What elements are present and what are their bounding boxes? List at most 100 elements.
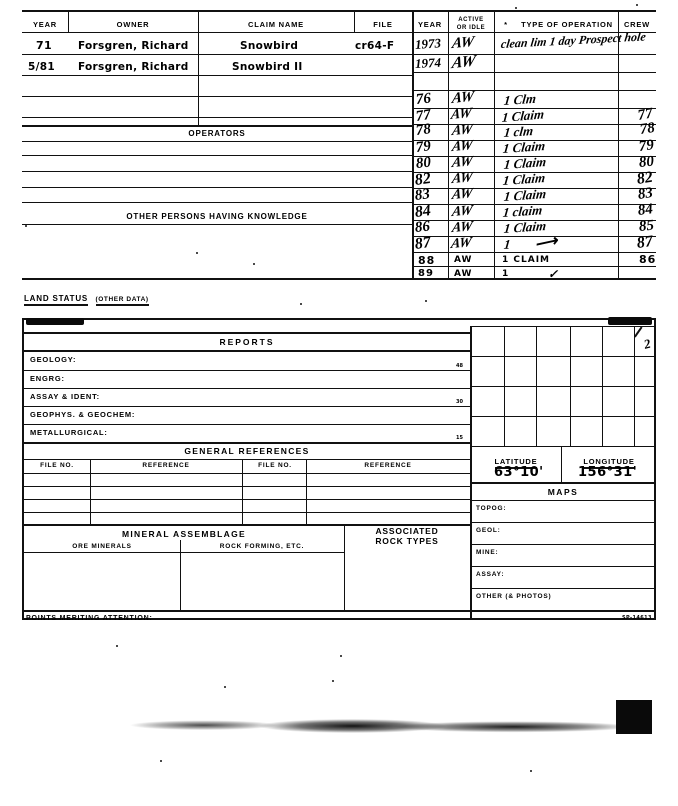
maps-title: MAPS — [547, 487, 579, 497]
longitude-label: LONGITUDE — [583, 457, 635, 469]
scan-speck — [196, 252, 198, 254]
report-row-label: ENGRG: — [30, 374, 65, 383]
reference-header-file-no: FILE NO. — [40, 462, 74, 469]
op-row-operation: 1 Claim — [501, 106, 545, 126]
map-row-label: MINE: — [476, 549, 499, 556]
lower-form-center-divider — [470, 326, 472, 618]
op-row-year: 89 — [418, 268, 434, 279]
section-land-status: LAND STATUS (OTHER DATA) — [24, 288, 149, 306]
map-row-label: GEOL: — [476, 527, 501, 534]
section-operators: OPERATORS — [188, 129, 246, 138]
op-row-crew: 87 — [635, 232, 654, 252]
check-mark-icon: ⟶ — [533, 232, 560, 254]
report-row-label: GEOLOGY: — [30, 355, 77, 364]
col-sep-active — [494, 10, 495, 278]
mineral-col-sep — [180, 540, 181, 610]
header-active-or-idle-line2: OR IDLE — [456, 25, 486, 31]
associated-rock-types-line2: ROCK TYPES — [375, 536, 439, 546]
header-operation-mark: * — [504, 20, 508, 29]
latitude-label-wrap: LATITUDE — [472, 451, 560, 469]
mineral-header-rock-forming: ROCK FORMING, ETC. — [219, 543, 305, 550]
op-row-year: 79 — [414, 138, 432, 156]
header-claim-name: CLAIM NAME — [248, 20, 304, 29]
ref-col-sep-2 — [242, 459, 243, 524]
scan-black-square — [616, 700, 652, 734]
location-grid-col — [504, 326, 505, 446]
mineral-header-ore-minerals: ORE MINERALS — [72, 543, 132, 550]
report-row-label: GEOPHYS. & GEOCHEM: — [30, 410, 136, 419]
op-row-active: AW — [451, 219, 474, 237]
col-sep-crew — [618, 10, 619, 278]
land-status-label: LAND STATUS — [24, 294, 89, 306]
form-code: SP-14613 — [622, 615, 652, 621]
mineral-assemblage-title: MINERAL ASSEMBLAGE — [122, 529, 246, 539]
op-row-active: AW — [450, 105, 473, 124]
map-row-label: OTHER (& PHOTOS) — [476, 593, 552, 600]
report-row-page: 15 — [456, 435, 463, 441]
claim-row-year: 5/81 — [28, 61, 55, 73]
op-row-operation: 1 Claim — [503, 217, 547, 237]
ref-col-sep-1 — [90, 459, 91, 524]
op-row-year: 1973 — [414, 35, 442, 52]
reports-title: REPORTS — [219, 337, 275, 347]
header-active-or-idle-line1: ACTIVE — [458, 17, 484, 23]
claim-row-claim-name: Snowbird II — [232, 61, 303, 73]
reference-header-reference: REFERENCE — [142, 462, 190, 469]
op-row-operation: 1 Claim — [502, 137, 546, 157]
upper-form: YEAR OWNER CLAIM NAME FILE YEAR ACTIVE O… — [22, 10, 657, 306]
header-type-of-operation: TYPE OF OPERATION — [521, 20, 613, 29]
scan-speck — [160, 760, 162, 762]
scan-speck — [636, 4, 638, 6]
claim-row-owner: Forsgren, Richard — [78, 61, 189, 73]
scan-artifact-blob — [26, 318, 84, 325]
op-row-operation: 1 clm — [503, 122, 534, 141]
op-row-operation: 1 Claim — [503, 153, 547, 173]
claim-row-file: cr64-F — [355, 40, 395, 52]
upper-form-center-divider — [412, 10, 414, 278]
map-row-label: ASSAY: — [476, 571, 505, 578]
header-op-year: YEAR — [417, 20, 443, 29]
op-row-operation: 1 claim — [502, 202, 544, 221]
latlon-sep — [561, 446, 562, 482]
scan-speck — [116, 645, 118, 647]
op-row-operation: clean lim 1 day Prospect hole — [500, 29, 647, 52]
op-row-active: AW — [450, 52, 477, 73]
op-row-year: 78 — [414, 121, 432, 139]
claim-row-owner: Forsgren, Richard — [78, 40, 189, 52]
scan-speck — [300, 303, 302, 305]
op-row-crew: 86 — [639, 253, 657, 266]
col-sep-year — [68, 10, 69, 32]
op-row-operation: 1 CLAIM — [502, 255, 551, 265]
op-row-operation: 1 Claim — [502, 169, 546, 189]
scan-speck — [25, 225, 27, 227]
scan-speck — [530, 770, 532, 772]
reference-header-reference: REFERENCE — [364, 462, 412, 469]
location-grid-col — [602, 326, 603, 446]
col-sep-owner — [198, 10, 199, 125]
reference-header-file-no: FILE NO. — [258, 462, 292, 469]
op-row-active: AW — [451, 186, 474, 204]
claim-row-year: 71 — [36, 39, 52, 52]
section-other-persons: OTHER PERSONS HAVING KNOWLEDGE — [126, 212, 308, 221]
associated-rock-types-line1: ASSOCIATED — [375, 526, 439, 536]
col-sep-claim — [354, 10, 355, 32]
report-row-page: 48 — [456, 363, 463, 369]
report-row-page: 30 — [456, 399, 463, 405]
op-row-operation: 1 — [502, 269, 510, 279]
land-status-note: (OTHER DATA) — [95, 296, 149, 306]
scan-speck — [224, 686, 226, 688]
longitude-value: 156°31' — [578, 465, 638, 480]
op-row-operation: 1 — [503, 236, 512, 253]
assoc-rock-col-sep — [344, 524, 345, 610]
op-row-active: AW — [454, 269, 473, 279]
op-row-year: 87 — [413, 233, 432, 253]
points-meriting-attention-label: POINTS MERITING ATTENTION: — [26, 615, 153, 622]
op-row-crew: 79 — [637, 137, 655, 155]
op-row-year: 88 — [418, 254, 436, 267]
op-row-active: AW — [451, 88, 475, 108]
latitude-value: 63°10' — [494, 465, 544, 480]
lower-form: REPORTS GEOLOGY: 48 ENGRG: ASSAY & IDENT… — [22, 317, 656, 622]
scan-speck — [253, 263, 255, 265]
report-row-label: METALLURGICAL: — [30, 428, 108, 437]
op-row-active: AW — [451, 154, 474, 172]
